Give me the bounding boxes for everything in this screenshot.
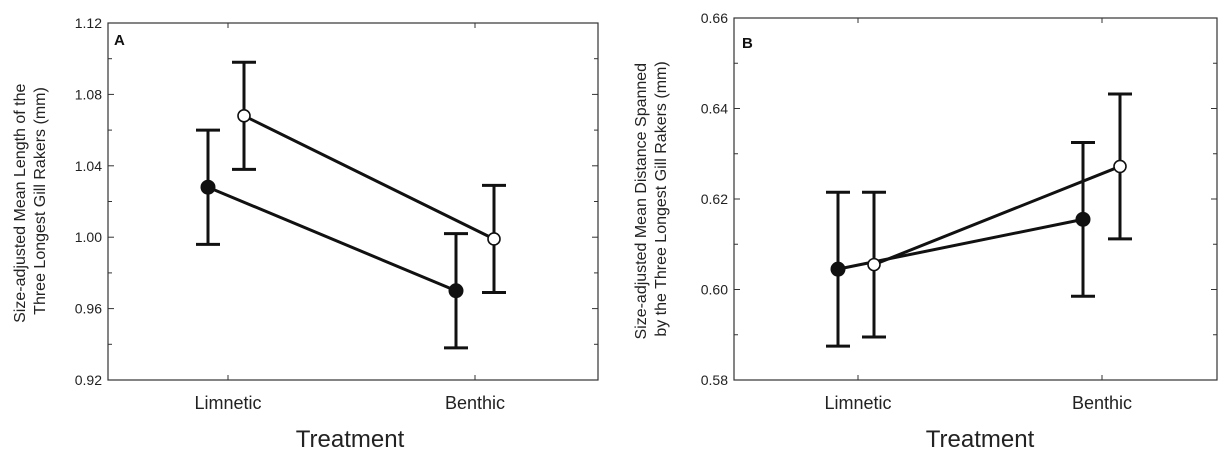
y-tick-label: 1.04 bbox=[75, 158, 102, 174]
x-axis: Limnetic Benthic bbox=[194, 23, 505, 413]
y-tick-label: 0.96 bbox=[75, 301, 102, 317]
y-axis: 0.92 0.96 1.00 1.04 1.08 1.12 bbox=[75, 15, 598, 388]
data-marks bbox=[826, 92, 1132, 348]
plot-frame bbox=[733, 17, 1218, 381]
y-tick-label: 0.58 bbox=[701, 372, 728, 388]
y-tick-label: 0.66 bbox=[701, 10, 728, 26]
data-point-filled bbox=[200, 179, 216, 195]
data-point-filled bbox=[830, 261, 846, 277]
chart-panel-b: B 0.58 0.60 0.62 0.64 0.66 Limnetic Benthic T… bbox=[612, 0, 1225, 451]
x-tick-label: Limnetic bbox=[824, 393, 891, 413]
panel-label: A bbox=[114, 32, 125, 49]
chart-b-svg: B 0.58 0.60 0.62 0.64 0.66 Limnetic Benthic T… bbox=[633, 10, 1218, 451]
y-axis-title: Size-adjusted Mean Length of the Three L… bbox=[12, 79, 49, 323]
chart-panel-a: A 0.92 0.96 1.00 1.04 1.08 1.12 Limnetic Benth… bbox=[0, 0, 612, 451]
data-point-open bbox=[237, 109, 251, 123]
y-tick-label: 0.92 bbox=[75, 372, 102, 388]
y-axis-title-line-2: by the Three Longest Gill Rakers (mm) bbox=[653, 61, 670, 336]
y-axis-title: Size-adjusted Mean Distance Spanned by t… bbox=[633, 58, 670, 339]
data-marks bbox=[196, 60, 506, 350]
x-axis-title: Treatment bbox=[296, 426, 405, 451]
y-tick-label: 0.64 bbox=[701, 101, 728, 117]
series-line-open bbox=[873, 165, 1121, 267]
panel-label: B bbox=[742, 35, 753, 52]
y-tick-label: 0.60 bbox=[701, 282, 728, 298]
chart-a-svg: A 0.92 0.96 1.00 1.04 1.08 1.12 Limnetic Benth… bbox=[12, 15, 599, 451]
data-point-open bbox=[1113, 159, 1127, 174]
y-tick-label: 0.62 bbox=[701, 191, 728, 207]
data-point-open bbox=[487, 232, 501, 246]
series-line-filled bbox=[207, 185, 457, 293]
x-axis: Limnetic Benthic bbox=[824, 18, 1132, 413]
y-tick-label: 1.08 bbox=[75, 86, 102, 102]
data-point-filled bbox=[448, 283, 464, 299]
y-axis-title-line-1: Size-adjusted Mean Distance Spanned bbox=[633, 63, 650, 340]
series-line-open bbox=[243, 114, 495, 241]
data-point-open bbox=[867, 257, 881, 272]
y-tick-label: 1.12 bbox=[75, 15, 102, 31]
x-tick-label: Benthic bbox=[445, 393, 505, 413]
x-tick-label: Benthic bbox=[1072, 393, 1132, 413]
y-axis: 0.58 0.60 0.62 0.64 0.66 bbox=[701, 10, 1217, 388]
x-tick-label: Limnetic bbox=[194, 393, 261, 413]
plot-frame bbox=[107, 22, 599, 381]
data-point-filled bbox=[1075, 211, 1091, 227]
y-axis-title-line-1: Size-adjusted Mean Length of the bbox=[12, 83, 29, 322]
y-tick-label: 1.00 bbox=[75, 229, 102, 245]
x-axis-title: Treatment bbox=[926, 426, 1035, 451]
y-axis-title-line-2: Three Longest Gill Rakers (mm) bbox=[32, 87, 49, 315]
